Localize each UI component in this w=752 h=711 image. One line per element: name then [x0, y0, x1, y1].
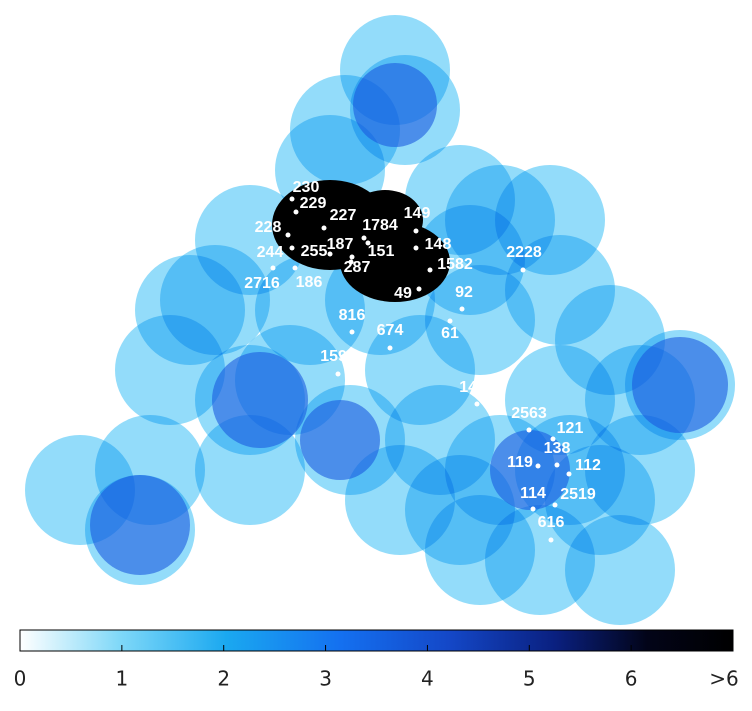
source-dot [293, 209, 299, 215]
source-dot [335, 371, 341, 377]
source-label: 92 [455, 284, 473, 301]
source-dot [566, 471, 572, 477]
colorbar-tick-label: 0 [14, 667, 27, 691]
source-dot [413, 228, 419, 234]
source-label: 138 [544, 440, 571, 457]
source-dot [387, 345, 393, 351]
source-label: 816 [339, 307, 366, 324]
source-dot [427, 267, 433, 273]
colorbar-tick-label: 3 [319, 667, 332, 691]
deep-field [300, 400, 380, 480]
source-label: 112 [575, 457, 601, 474]
source-dot [416, 286, 422, 292]
field [160, 245, 270, 355]
source-dot [289, 245, 295, 251]
source-dot [327, 251, 333, 257]
source-label: 119 [507, 454, 533, 471]
colorbar-tick-label: >6 [709, 667, 738, 691]
colorbar-tick-label: 4 [421, 667, 434, 691]
source-label: 616 [538, 514, 565, 531]
source-dot [361, 235, 367, 241]
source-dot [520, 267, 526, 273]
source-label: 186 [296, 274, 323, 291]
source-label: 230 [293, 179, 320, 196]
source-label: 287 [344, 259, 371, 276]
source-dot [550, 436, 556, 442]
source-label: 148 [425, 236, 452, 253]
source-dot [447, 318, 453, 324]
field [505, 345, 615, 455]
source-label: 2716 [244, 275, 280, 292]
source-dot [535, 463, 541, 469]
colorbar-tick-label: 6 [625, 667, 638, 691]
deep-field [353, 63, 437, 147]
source-label: 1592 [320, 348, 356, 365]
coverage-fields [25, 15, 735, 625]
deep-field [490, 430, 570, 510]
source-dot [289, 196, 295, 202]
source-dot [292, 265, 298, 271]
source-dot [554, 462, 560, 468]
source-dot [474, 401, 480, 407]
deep-field [212, 352, 308, 448]
source-dot [349, 329, 355, 335]
source-label: 2563 [511, 405, 547, 422]
source-dot [321, 225, 327, 231]
source-dot [548, 537, 554, 543]
field [415, 205, 525, 315]
source-dot [270, 265, 276, 271]
source-label: 114 [520, 485, 546, 502]
deep-field [632, 337, 728, 433]
source-dot [349, 254, 355, 260]
source-label: 1582 [437, 256, 473, 273]
colorbar-ticks: 0 1 2 3 4 5 6 >6 [14, 645, 739, 691]
source-dot [365, 240, 371, 246]
source-dot [459, 306, 465, 312]
deep-field [90, 475, 190, 575]
source-label: 49 [394, 285, 412, 302]
source-label: 151 [368, 243, 395, 260]
field [545, 445, 655, 555]
source-dot [552, 502, 558, 508]
colorbar-tick-label: 2 [217, 667, 230, 691]
source-label: 228 [255, 219, 282, 236]
source-label: 1784 [362, 217, 398, 234]
source-label: 227 [330, 207, 357, 224]
source-label: 149 [404, 205, 431, 222]
source-dot [348, 259, 354, 265]
source-label: 674 [377, 322, 404, 339]
source-label: 229 [300, 195, 327, 212]
source-label: 121 [557, 420, 584, 437]
source-label: 244 [257, 244, 284, 261]
source-dot [413, 245, 419, 251]
source-label: 187 [327, 236, 354, 253]
field [345, 445, 455, 555]
source-label: 255 [301, 243, 328, 260]
source-label: 2519 [560, 486, 596, 503]
source-dot [530, 506, 536, 512]
source-dot [526, 427, 532, 433]
colorbar-tick-label: 5 [523, 667, 536, 691]
colorbar [19, 629, 734, 652]
colorbar-tick-label: 1 [115, 667, 128, 691]
saturated-field [347, 190, 423, 250]
source-label: 1400 [459, 379, 495, 396]
source-dot [285, 232, 291, 238]
source-label: 2228 [506, 244, 542, 261]
source-label: 61 [441, 325, 459, 342]
